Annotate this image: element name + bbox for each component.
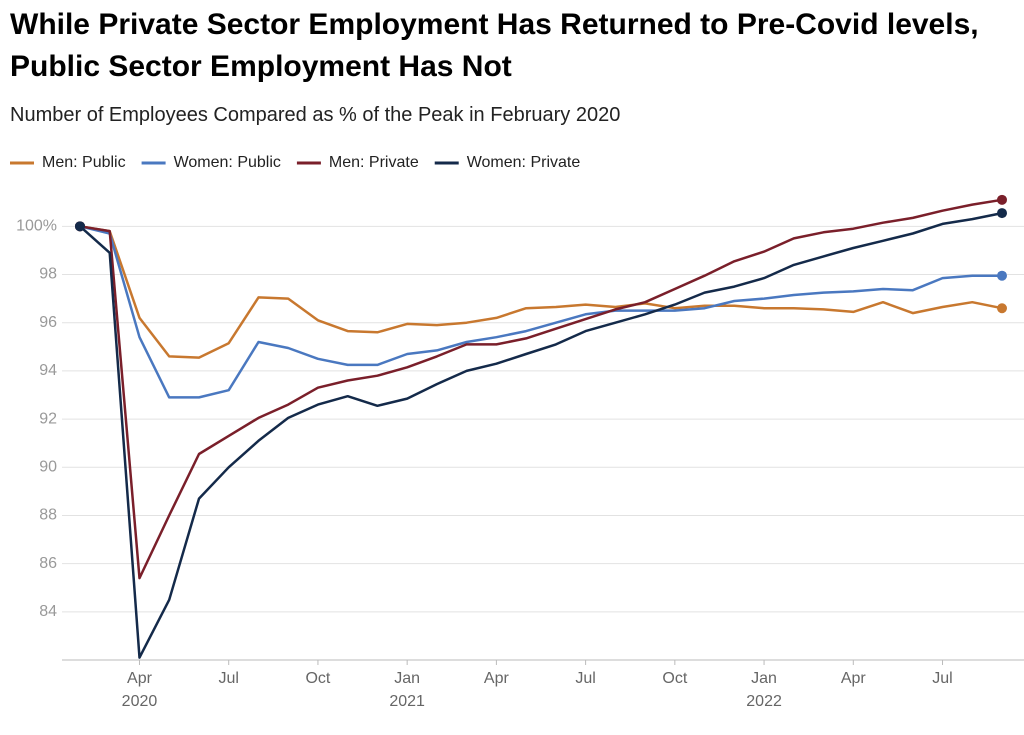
x-tick-label: Apr bbox=[841, 670, 867, 687]
legend-label: Women: Public bbox=[174, 154, 281, 171]
legend-item: Men: Public bbox=[10, 154, 126, 171]
y-tick-label: 98 bbox=[39, 266, 57, 283]
y-tick-label: 84 bbox=[39, 603, 57, 620]
end-point bbox=[75, 221, 85, 232]
end-point bbox=[997, 303, 1007, 314]
x-tick-label: Jul bbox=[932, 670, 952, 687]
y-tick-label: 94 bbox=[39, 362, 57, 379]
legend-label: Men: Private bbox=[329, 154, 419, 171]
y-tick-label: 96 bbox=[39, 314, 57, 331]
y-tick-label: 88 bbox=[39, 507, 57, 524]
chart-title: While Private Sector Employment Has Retu… bbox=[10, 8, 979, 83]
x-tick-label: Jan 2021 bbox=[389, 670, 425, 710]
line bbox=[79, 225, 1003, 359]
chart-subtitle: Number of Employees Compared as % of the… bbox=[10, 104, 621, 126]
y-tick-label: 90 bbox=[39, 458, 57, 475]
line bbox=[79, 225, 1002, 399]
end-point bbox=[997, 208, 1007, 219]
y-tick-label: 100% bbox=[16, 218, 57, 235]
x-tick-label: Apr 2020 bbox=[122, 670, 158, 710]
line bbox=[79, 211, 1003, 659]
line bbox=[79, 198, 1003, 580]
legend-item: Men: Private bbox=[296, 154, 419, 171]
x-tick-label: Jul bbox=[575, 670, 595, 687]
legend-item: Women: Private bbox=[434, 154, 581, 171]
legend-label: Women: Private bbox=[467, 154, 581, 171]
y-tick-label: 92 bbox=[39, 410, 57, 427]
end-point bbox=[997, 270, 1007, 281]
legend-label: Men: Public bbox=[42, 154, 126, 171]
x-tick-label: Jan 2022 bbox=[746, 670, 782, 710]
end-point bbox=[997, 194, 1007, 205]
y-tick-label: 86 bbox=[39, 555, 57, 572]
x-tick-label: Oct bbox=[662, 670, 687, 687]
x-tick-label: Oct bbox=[305, 670, 330, 687]
x-tick-label: Jul bbox=[218, 670, 238, 687]
x-tick-label: Apr bbox=[484, 670, 510, 687]
legend-item: Women: Public bbox=[141, 154, 281, 171]
